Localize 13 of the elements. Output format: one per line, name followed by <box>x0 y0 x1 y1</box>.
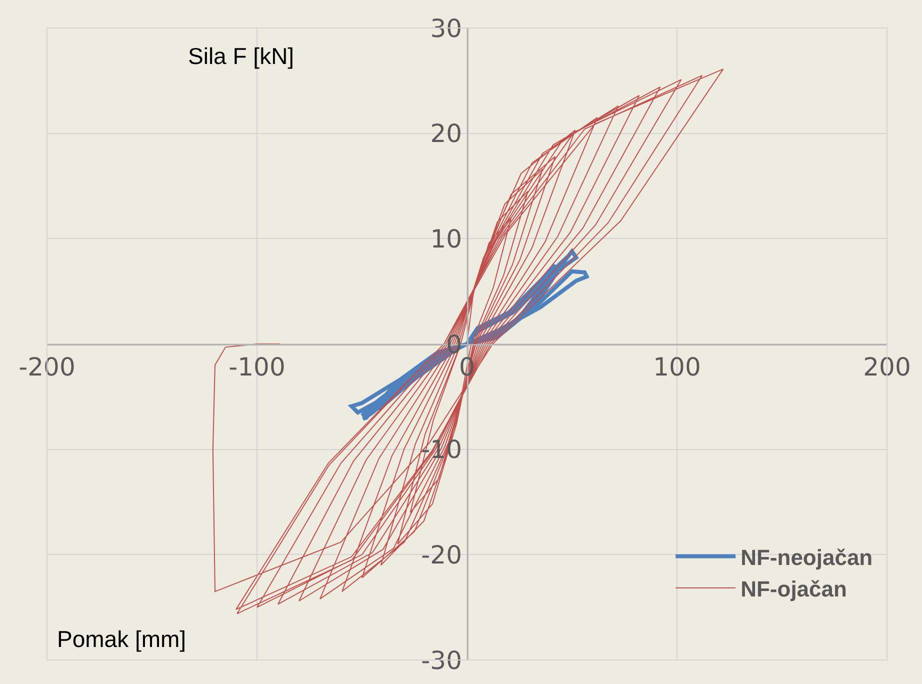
y-tick-label: -20 <box>421 540 462 570</box>
y-tick-label: 10 <box>430 224 462 254</box>
line-series <box>212 68 724 614</box>
legend-label: NF-ojačan <box>740 576 847 602</box>
x-tick-label: -200 <box>18 352 76 382</box>
y-tick-label: 20 <box>430 119 462 148</box>
x-axis-title: Pomak [mm] <box>57 626 186 652</box>
x-tick-label: -100 <box>228 352 286 382</box>
x-tick-label: 100 <box>653 352 701 382</box>
y-axis-title: Sila F [kN] <box>188 43 294 69</box>
y-tick-label: 0 <box>446 330 462 359</box>
legend-label: NF-neojačan <box>740 544 873 570</box>
x-tick-label: 200 <box>863 352 911 382</box>
